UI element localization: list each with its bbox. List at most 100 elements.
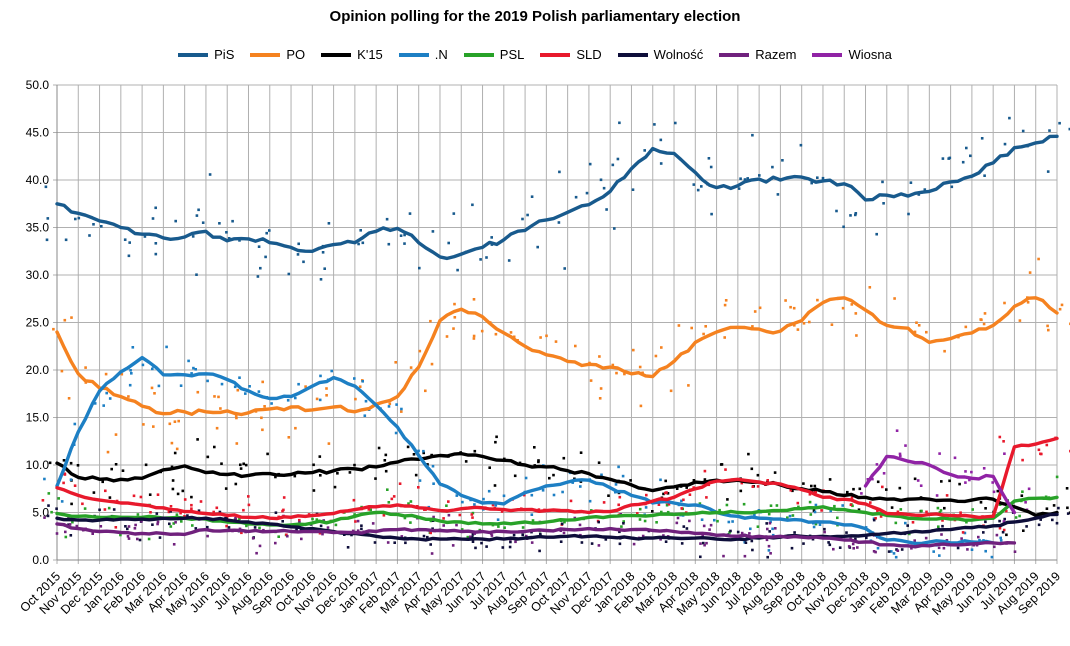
poll-point-wolność bbox=[55, 507, 58, 510]
poll-point-pis bbox=[208, 173, 212, 176]
poll-point-.n bbox=[128, 383, 132, 387]
poll-point-po bbox=[512, 335, 516, 339]
poll-point-wolność bbox=[373, 541, 377, 544]
poll-point-.n bbox=[179, 384, 183, 387]
poll-point-po bbox=[315, 397, 319, 401]
poll-point-sld bbox=[751, 485, 755, 488]
poll-point-pis bbox=[1048, 129, 1051, 132]
poll-point-razem bbox=[530, 541, 534, 544]
poll-point-pis bbox=[154, 242, 158, 245]
poll-point-.n bbox=[233, 385, 237, 389]
poll-point-pis bbox=[854, 212, 858, 215]
poll-point-pis bbox=[948, 156, 952, 160]
poll-point-po bbox=[808, 320, 811, 324]
poll-point-po bbox=[1060, 303, 1064, 307]
poll-point-k'15 bbox=[173, 451, 177, 455]
poll-point-psl bbox=[445, 504, 448, 507]
poll-point-sld bbox=[149, 511, 152, 514]
poll-point-pis bbox=[875, 232, 878, 236]
poll-point-wolność bbox=[218, 510, 222, 514]
poll-point-.n bbox=[890, 550, 893, 553]
legend-item-label: K'15 bbox=[357, 47, 383, 62]
poll-point-psl bbox=[643, 519, 647, 523]
poll-point-pis bbox=[357, 242, 360, 246]
poll-point-razem bbox=[995, 533, 999, 537]
poll-point-pis bbox=[835, 209, 838, 213]
poll-point-po bbox=[687, 384, 690, 387]
poll-point-.n bbox=[829, 509, 832, 513]
poll-point-wolność bbox=[480, 541, 483, 545]
poll-point-razem bbox=[321, 532, 324, 536]
poll-point-.n bbox=[93, 402, 97, 405]
poll-point-po bbox=[52, 327, 55, 331]
poll-point-pis bbox=[46, 217, 50, 220]
poll-point-razem bbox=[255, 551, 258, 555]
poll-point-razem bbox=[675, 521, 679, 525]
poll-point-k'15 bbox=[493, 484, 497, 487]
poll-point-wolność bbox=[98, 508, 101, 512]
poll-point-wolność bbox=[793, 531, 796, 534]
poll-point-psl bbox=[622, 520, 625, 523]
poll-point-sld bbox=[602, 501, 606, 504]
y-tick-label: 50.0 bbox=[26, 78, 50, 92]
poll-point-razem bbox=[455, 523, 458, 527]
poll-point-k'15 bbox=[239, 467, 243, 470]
poll-point-po bbox=[704, 325, 707, 328]
poll-point-k'15 bbox=[224, 487, 228, 490]
poll-point-po bbox=[294, 426, 297, 430]
poll-point-pis bbox=[563, 267, 566, 270]
poll-point-k'15 bbox=[266, 452, 269, 456]
poll-point-k'15 bbox=[242, 462, 245, 466]
poll-point-wolność bbox=[736, 530, 740, 534]
legend-item-.n: .N bbox=[398, 47, 448, 62]
poll-point-psl bbox=[809, 513, 813, 516]
poll-point-sld bbox=[62, 481, 65, 485]
poll-point-sld bbox=[756, 485, 760, 488]
poll-point-pis bbox=[849, 214, 852, 217]
poll-point-wolność bbox=[1025, 525, 1028, 528]
poll-point-razem bbox=[298, 520, 301, 524]
poll-point-sld bbox=[285, 533, 288, 537]
y-tick-label: 25.0 bbox=[26, 316, 50, 330]
poll-point-po bbox=[60, 369, 64, 373]
poll-point-wolność bbox=[744, 541, 748, 544]
poll-point-wolność bbox=[46, 514, 50, 518]
poll-point-wolność bbox=[827, 541, 830, 544]
poll-point-k'15 bbox=[664, 479, 667, 483]
poll-point-.n bbox=[561, 490, 564, 494]
poll-point-wolność bbox=[1001, 530, 1005, 534]
poll-point-pis bbox=[653, 123, 656, 126]
poll-point-.n bbox=[220, 382, 224, 386]
poll-point-wolność bbox=[887, 550, 891, 553]
poll-point-k'15 bbox=[176, 492, 180, 496]
poll-point-.n bbox=[552, 493, 556, 497]
poll-point-po bbox=[724, 299, 728, 302]
poll-point-k'15 bbox=[948, 479, 951, 483]
poll-point-po bbox=[480, 329, 484, 333]
poll-point-pis bbox=[743, 178, 747, 181]
poll-point-pis bbox=[771, 165, 774, 169]
poll-point-pis bbox=[613, 227, 616, 230]
poll-point-sld bbox=[298, 518, 301, 522]
poll-point-po bbox=[400, 410, 403, 413]
poll-point-k'15 bbox=[414, 473, 418, 477]
poll-point-po bbox=[261, 428, 264, 432]
poll-point-wolność bbox=[823, 527, 826, 531]
poll-point-po bbox=[260, 416, 263, 420]
poll-point-pis bbox=[980, 137, 984, 140]
poll-point-psl bbox=[50, 510, 53, 514]
poll-point-wolność bbox=[422, 534, 426, 538]
poll-point-k'15 bbox=[996, 489, 1000, 493]
poll-point-.n bbox=[700, 518, 704, 521]
poll-point-wolność bbox=[426, 535, 429, 539]
poll-point-po bbox=[472, 337, 476, 340]
legend: PiS PO K'15 .N PSL SLD Wolność Razem Wiosna bbox=[0, 47, 1070, 62]
legend-swatch bbox=[617, 52, 648, 57]
poll-point-razem bbox=[659, 538, 662, 541]
poll-point-k'15 bbox=[384, 453, 388, 457]
poll-point-.n bbox=[157, 384, 161, 388]
poll-point-psl bbox=[638, 507, 642, 511]
poll-point-k'15 bbox=[692, 479, 696, 482]
poll-point-sld bbox=[247, 503, 251, 507]
